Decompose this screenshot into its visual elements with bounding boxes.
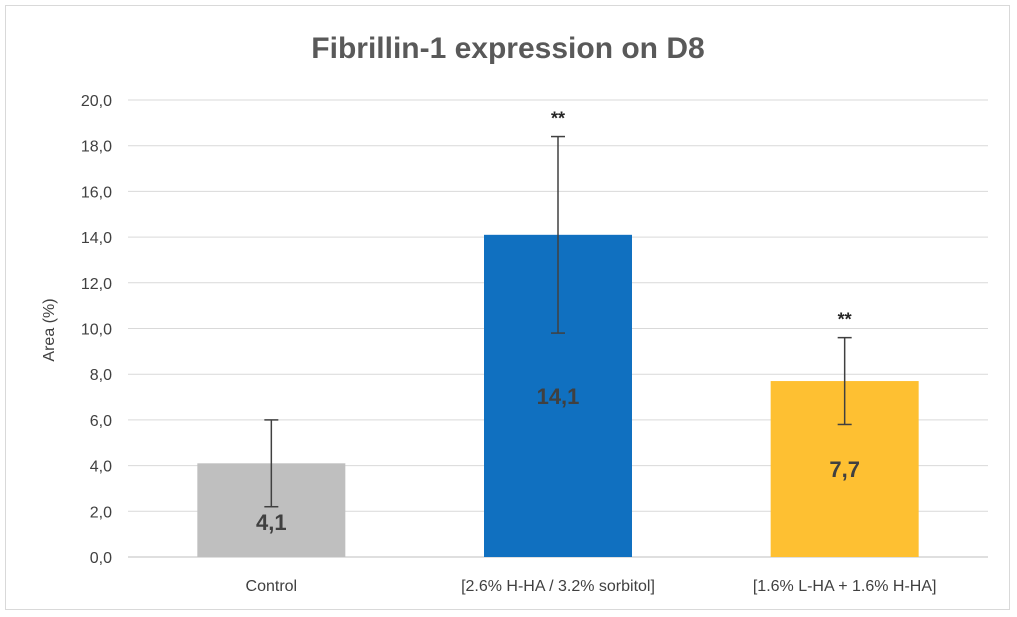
y-tick-label: 14,0 bbox=[81, 230, 112, 247]
y-tick-label: 10,0 bbox=[81, 322, 112, 339]
chart-title: Fibrillin-1 expression on D8 bbox=[311, 32, 704, 65]
y-axis-ticks: 0,0 2,0 4,0 6,0 8,0 10,0 12,0 14,0 16,0 18,0 20,0 bbox=[81, 93, 112, 567]
error-bars bbox=[264, 135, 852, 508]
y-tick-label: 2,0 bbox=[90, 504, 112, 521]
y-tick-label: 4,0 bbox=[90, 459, 112, 476]
y-tick-label: 12,0 bbox=[81, 276, 112, 293]
significance-marks: ** ** bbox=[551, 109, 852, 330]
category-labels: Control [2.6% H-HA / 3.2% sorbitol] [1.6% … bbox=[246, 578, 937, 595]
category-label: [1.6% L-HA + 1.6% H-HA] bbox=[753, 578, 937, 595]
y-tick-label: 18,0 bbox=[81, 139, 112, 156]
y-tick-label: 0,0 bbox=[90, 550, 112, 567]
y-tick-label: 20,0 bbox=[81, 93, 112, 110]
category-label: [2.6% H-HA / 3.2% sorbitol] bbox=[461, 578, 655, 595]
data-label: 4,1 bbox=[256, 510, 287, 535]
significance-mark: ** bbox=[551, 109, 565, 129]
y-tick-label: 16,0 bbox=[81, 184, 112, 201]
data-label: 14,1 bbox=[537, 384, 580, 409]
significance-mark: ** bbox=[838, 310, 852, 330]
data-labels: 4,1 14,1 7,7 bbox=[256, 384, 860, 535]
y-axis-label: Area (%) bbox=[41, 298, 58, 361]
data-label: 7,7 bbox=[829, 457, 860, 482]
category-label: Control bbox=[246, 578, 298, 595]
y-tick-label: 6,0 bbox=[90, 413, 112, 430]
y-tick-label: 8,0 bbox=[90, 367, 112, 384]
